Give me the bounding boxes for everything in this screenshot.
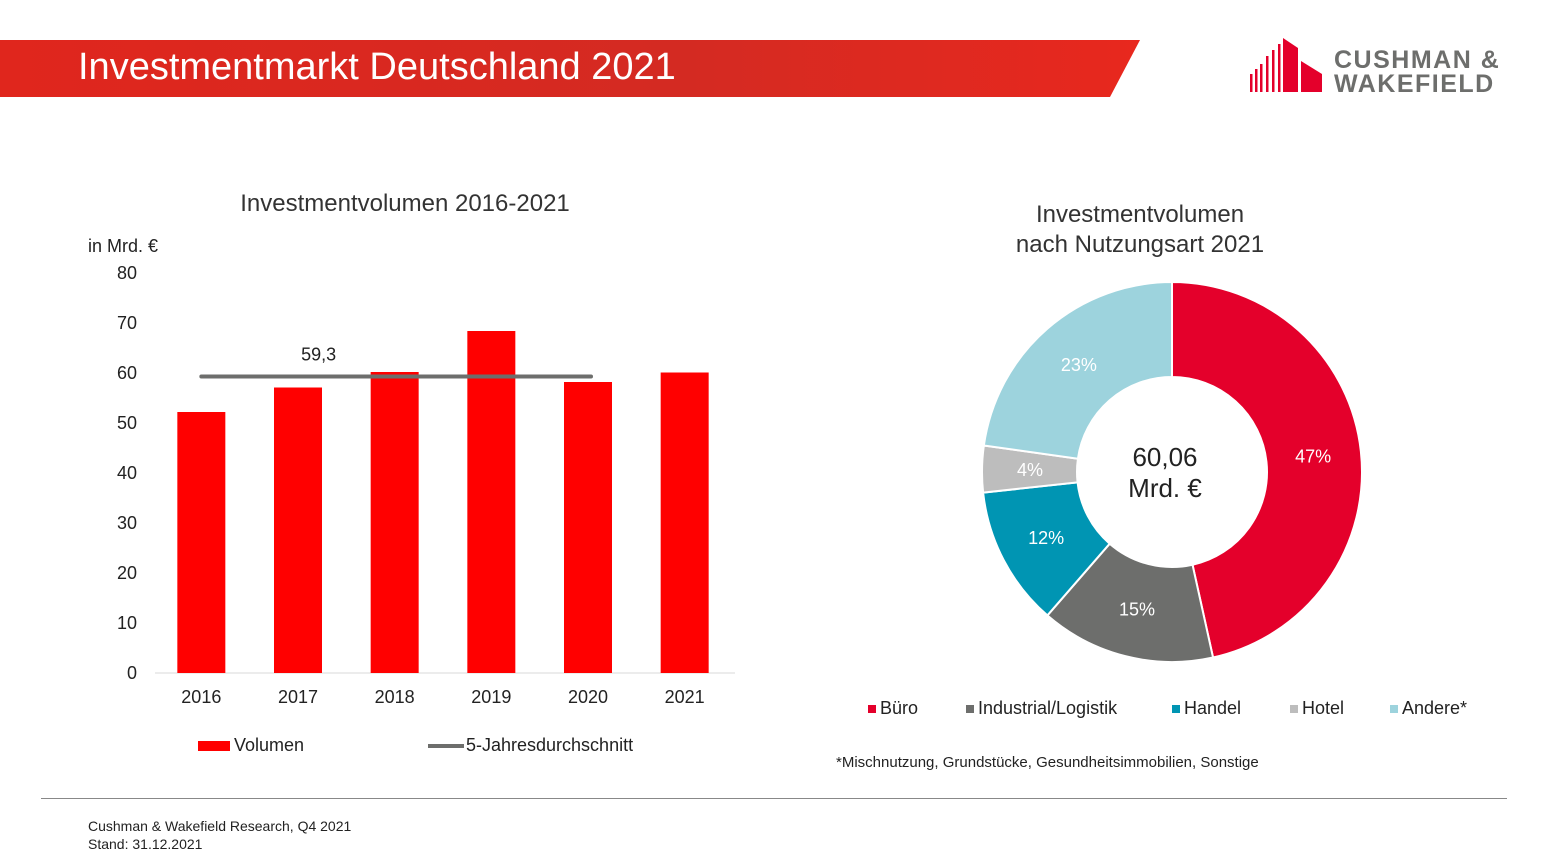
legend-label: Hotel [1302,698,1345,718]
footnote: *Mischnutzung, Grundstücke, Gesundheitsi… [836,754,1259,771]
footer-source: Cushman & Wakefield Research, Q4 2021 [88,818,352,834]
legend-item: Andere* [1390,698,1467,719]
legend-label: 5-Jahresdurchschnitt [466,735,634,755]
center-value: 60,06 [1132,442,1198,472]
footer-divider [41,798,1507,799]
x-tick-label: 2020 [568,687,608,707]
page-title: Investmentmarkt Deutschland 2021 [78,46,676,88]
donut-center-total: 60,06 Mrd. € [1090,442,1240,504]
y-tick-label: 20 [117,563,137,583]
y-tick-label: 60 [117,363,137,383]
legend-swatch [1172,704,1180,713]
average-data-label: 59,3 [301,345,336,365]
legend-swatch [966,704,974,713]
legend-item: Büro [868,698,918,719]
legend-label: Industrial/Logistik [978,698,1118,718]
bar-2017 [274,387,322,673]
center-unit: Mrd. € [1128,473,1202,503]
legend-swatch [1390,704,1398,713]
legend-swatch [428,743,464,748]
x-tick-label: 2018 [375,687,415,707]
y-axis-label: in Mrd. € [88,236,159,256]
bar-2018 [370,372,419,673]
y-tick-label: 50 [117,413,137,433]
x-tick-label: 2019 [471,687,511,707]
bar-chart-title: Investmentvolumen 2016-2021 [240,190,570,217]
legend-swatch [1290,704,1298,713]
bar-2021 [660,372,709,673]
legend-swatch [198,740,230,751]
legend-label: Büro [880,698,919,718]
slice-label: 15% [1119,600,1155,620]
donut-chart: 47% 15% 12% 4% 23% [981,280,1363,663]
bar-2020 [564,382,612,673]
slice-label: 23% [1061,355,1097,375]
logo-text-line1: CUSHMAN & [1334,46,1501,74]
legend-item: Handel [1172,698,1241,719]
legend-label: Handel [1184,698,1242,718]
donut-title-line1: Investmentvolumen [1035,201,1245,228]
logo-text-line2: WAKEFIELD [1334,70,1495,98]
y-tick-label: 0 [127,663,137,683]
y-tick-label: 80 [117,263,137,283]
donut-legend: Büro Industrial/Logistik Handel Hotel Andere… [868,698,1508,720]
slice-industrial-logistik [1045,542,1215,663]
legend-volumen: Volumen [198,735,304,756]
legend-item: Hotel [1290,698,1344,719]
y-tick-label: 30 [117,513,137,533]
header-banner [0,40,1140,97]
slice-label: 4% [1017,460,1043,480]
bar-2016 [177,412,226,673]
x-tick-label: 2016 [181,687,221,707]
y-tick-label: 10 [117,613,137,633]
donut-chart-title: Investmentvolumen nach Nutzungsart 2021 [940,200,1340,260]
x-tick-label: 2017 [278,687,318,707]
legend-average: 5-Jahresdurchschnitt [428,735,633,756]
y-tick-label: 40 [117,463,137,483]
bar-chart: 0 10 20 30 40 50 60 70 80 2016 2017 2018 2019 2020 202… [117,263,735,707]
footer-date: Stand: 31.12.2021 [88,836,203,852]
legend-label: Andere* [1402,698,1468,718]
legend-item: Industrial/Logistik [966,698,1117,719]
slice-label: 47% [1295,447,1331,467]
donut-title-line2: nach Nutzungsart 2021 [1015,231,1265,258]
cushman-wakefield-logo [1250,38,1322,92]
y-tick-label: 70 [117,313,137,333]
slice-b-ro [1171,280,1363,659]
legend-label: Volumen [234,735,305,755]
legend-swatch [868,704,876,713]
x-tick-label: 2021 [665,687,705,707]
slice-andere- [982,280,1173,460]
slice-label: 12% [1028,528,1064,548]
bar-2019 [467,331,516,673]
